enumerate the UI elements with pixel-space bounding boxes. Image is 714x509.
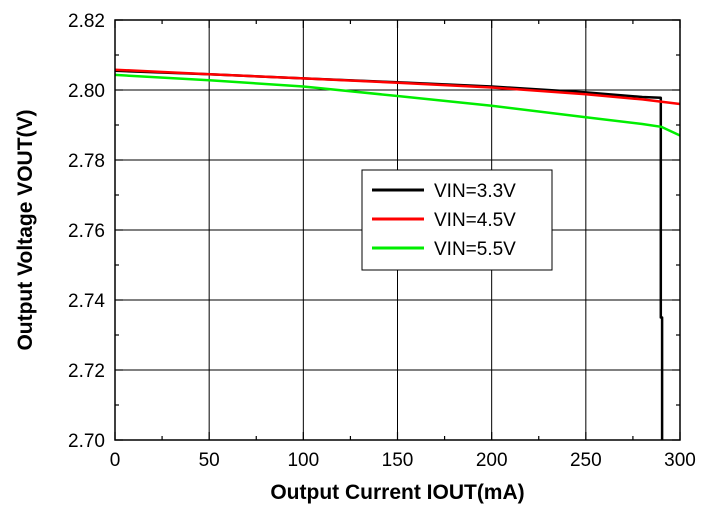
y-tick-label: 2.72 [68, 361, 105, 382]
y-tick-label: 2.74 [68, 291, 105, 312]
y-tick-label: 2.82 [68, 11, 105, 32]
y-tick-label: 2.80 [68, 81, 105, 102]
y-tick-label: 2.78 [68, 151, 105, 172]
series-group [114, 68, 681, 440]
x-tick-label: 100 [287, 450, 319, 471]
legend-label-vin-4-5v: VIN=4.5V [434, 210, 516, 231]
y-axis-title: Output Voltage VOUT(V) [14, 109, 37, 350]
x-tick-label: 200 [476, 450, 508, 471]
series-line-vin-5-5v [114, 73, 681, 137]
y-tick-label: 2.76 [68, 221, 105, 242]
x-tick-label: 50 [199, 450, 220, 471]
x-axis-title: Output Current IOUT(mA) [270, 481, 524, 504]
x-tick-labels: 0 50 100 150 200 250 300 [110, 450, 696, 471]
legend-label-vin-5-5v: VIN=5.5V [434, 239, 516, 260]
x-tick-label: 300 [664, 450, 696, 471]
x-tick-label: 150 [382, 450, 414, 471]
legend: VIN=3.3V VIN=4.5V VIN=5.5V [361, 169, 553, 271]
tick-marks [114, 19, 681, 441]
legend-label-vin-3-3v: VIN=3.3V [434, 181, 516, 202]
y-tick-label: 2.70 [68, 431, 105, 452]
x-tick-label: 0 [110, 450, 121, 471]
x-tick-label: 250 [570, 450, 602, 471]
y-tick-labels: 2.70 2.72 2.74 2.76 2.78 2.80 2.82 [68, 11, 105, 452]
grid [115, 20, 680, 440]
series-line-vin-4-5v [114, 68, 681, 106]
